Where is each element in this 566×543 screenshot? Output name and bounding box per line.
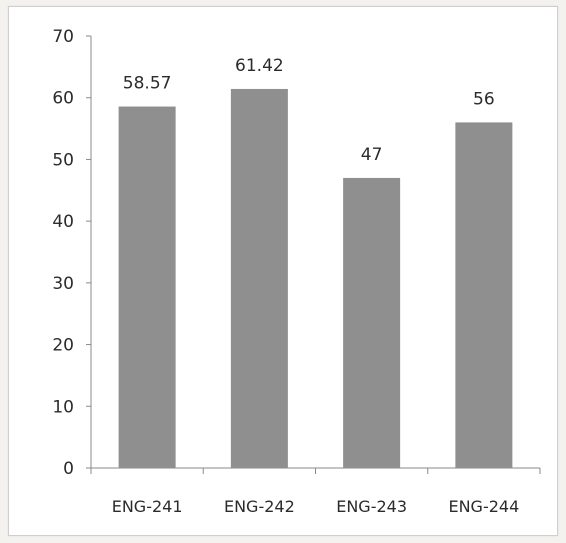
x-tick-label-ENG-244: ENG-244 xyxy=(448,497,519,516)
y-tick-label-70: 70 xyxy=(52,27,74,47)
data-label-ENG-243: 47 xyxy=(361,145,383,165)
x-tick-label-ENG-242: ENG-242 xyxy=(224,497,295,516)
bar-ENG-242 xyxy=(230,88,288,468)
bars xyxy=(118,88,513,469)
y-tick-label-60: 60 xyxy=(52,89,74,109)
bar-ENG-244 xyxy=(455,122,513,469)
bar-ENG-241 xyxy=(118,106,176,468)
data-label-ENG-241: 58.57 xyxy=(123,74,172,94)
x-axis: ENG-241 ENG-242 ENG-243 ENG-244 xyxy=(90,467,541,516)
y-tick-label-50: 50 xyxy=(52,150,74,170)
y-tick-label-10: 10 xyxy=(52,397,74,417)
x-tick-label-ENG-241: ENG-241 xyxy=(112,497,183,516)
bar-ENG-243 xyxy=(343,177,401,468)
data-label-ENG-244: 56 xyxy=(473,89,495,109)
y-tick-label-30: 30 xyxy=(52,274,74,294)
y-tick-label-0: 0 xyxy=(63,459,74,479)
x-tick-label-ENG-243: ENG-243 xyxy=(336,497,407,516)
y-tick-label-20: 20 xyxy=(52,336,74,356)
data-labels: 58.57 61.42 47 56 xyxy=(123,56,495,165)
data-label-ENG-242: 61.42 xyxy=(235,56,284,76)
y-tick-label-40: 40 xyxy=(52,212,74,232)
y-axis: 0 10 20 30 40 50 60 70 xyxy=(52,27,92,479)
